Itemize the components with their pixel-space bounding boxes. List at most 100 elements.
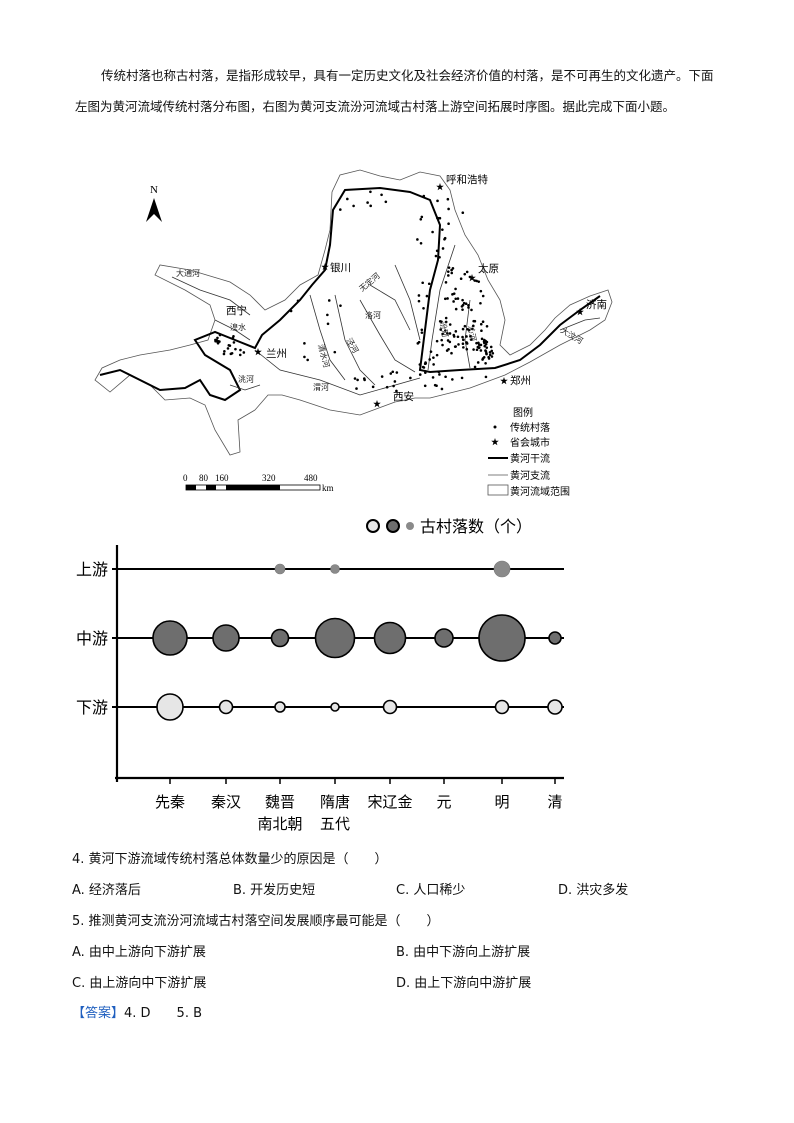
- village-dot: [479, 349, 483, 352]
- main-stream: [99, 186, 601, 402]
- q5-option-a[interactable]: A. 由中上游向下游扩展: [72, 945, 206, 960]
- bubble-下游-7: [547, 699, 563, 715]
- x-tick-label: 五代: [320, 815, 350, 833]
- village-dot: [460, 376, 464, 380]
- village-dot: [463, 324, 467, 328]
- village-dot: [356, 378, 359, 382]
- village-dot: [467, 303, 470, 307]
- village-dot: [457, 343, 460, 346]
- village-dot: [490, 355, 494, 358]
- village-dot: [446, 332, 449, 335]
- village-dot: [289, 309, 293, 313]
- q4-option-a[interactable]: A. 经济落后: [72, 883, 141, 898]
- river-label: 洛河: [365, 310, 381, 320]
- village-dot: [435, 353, 439, 357]
- village-dot: [346, 197, 349, 201]
- village-dot: [441, 332, 444, 336]
- village-dot: [444, 329, 447, 332]
- intro-text: 传统村落也称古村落，是指形成较早，具有一定历史文化及社会经济价值的村落，是不可再…: [75, 68, 714, 114]
- village-dot: [226, 347, 230, 350]
- village-dot: [434, 254, 438, 258]
- village-dot: [443, 236, 447, 240]
- village-dot: [444, 316, 448, 320]
- scale-tick: 80: [199, 473, 209, 483]
- village-dot: [446, 339, 450, 342]
- village-dot: [417, 294, 421, 297]
- village-dot: [423, 384, 427, 388]
- village-dot: [447, 266, 451, 269]
- village-dot: [218, 333, 222, 337]
- village-dot: [452, 300, 455, 303]
- village-dot: [462, 301, 466, 305]
- chart-legend: 古村落数（个）: [366, 517, 532, 536]
- basin-outline: [94, 169, 613, 456]
- q5-option-d[interactable]: D. 由上下游向中游扩展: [396, 976, 532, 991]
- village-dot: [476, 345, 480, 349]
- village-dot: [467, 306, 470, 309]
- q5-option-b[interactable]: B. 由中下游向上游扩展: [396, 945, 531, 960]
- q4-option-b[interactable]: B. 开发历史短: [233, 883, 316, 898]
- village-dot: [481, 320, 485, 324]
- x-tick-label: 先秦: [155, 793, 185, 811]
- village-dot: [232, 341, 236, 344]
- village-dot: [424, 361, 427, 364]
- village-dot: [465, 270, 469, 274]
- village-dot: [487, 357, 491, 360]
- village-dot: [441, 228, 444, 231]
- village-dot: [393, 380, 397, 383]
- village-dot: [409, 376, 412, 380]
- village-dot: [440, 320, 443, 323]
- star-icon: [468, 274, 476, 282]
- village-dot: [362, 377, 366, 380]
- village-dot: [451, 378, 454, 381]
- legend-item: 黄河支流: [510, 469, 550, 482]
- village-dot: [473, 365, 477, 369]
- map-legend: 图例 传统村落 省会城市 黄河干流 黄河支流 黄河流域范围: [487, 406, 570, 498]
- village-dot: [464, 302, 468, 306]
- village-dot: [437, 217, 440, 220]
- village-dot: [463, 272, 467, 276]
- star-icon: [321, 263, 329, 271]
- village-dot: [431, 230, 434, 234]
- village-dot: [471, 324, 475, 328]
- village-dot: [440, 338, 443, 342]
- bubble-中游-1: [212, 624, 240, 652]
- village-dot: [303, 355, 306, 359]
- village-dot: [461, 303, 465, 307]
- village-dot: [338, 208, 342, 211]
- village-dot: [476, 361, 480, 364]
- village-dot: [435, 249, 439, 253]
- bubble-中游-3: [314, 617, 356, 659]
- village-dot: [333, 350, 337, 354]
- village-dot: [231, 336, 235, 340]
- river-label: 大通河: [176, 268, 200, 278]
- village-dot: [441, 343, 444, 347]
- city-labels: 呼和浩特 银川 太原 西宁 兰州 济南 郑州 西安: [226, 174, 607, 403]
- bubble-上游-3: [330, 564, 340, 574]
- village-dot: [391, 370, 395, 374]
- village-dot: [484, 375, 488, 379]
- q5-option-c[interactable]: C. 由上游向中下游扩展: [72, 976, 207, 991]
- village-dot: [472, 319, 475, 323]
- village-dot: [489, 345, 493, 349]
- village-dot: [475, 348, 479, 352]
- q4-option-d[interactable]: D. 洪灾多发: [558, 883, 629, 898]
- village-dot: [471, 327, 474, 331]
- village-dot: [485, 340, 489, 344]
- city-label: 西安: [393, 390, 414, 403]
- bubble-中游-6: [478, 614, 526, 662]
- village-dot: [491, 351, 495, 355]
- village-dot: [461, 298, 464, 302]
- city-label: 西宁: [226, 304, 247, 317]
- village-dot: [485, 346, 489, 349]
- village-dot: [296, 299, 300, 303]
- village-dot: [479, 343, 483, 347]
- village-dot: [446, 270, 450, 273]
- scale-bar: 0 80 160 320 480 km: [183, 473, 334, 493]
- x-tick-label: 南北朝: [257, 815, 302, 833]
- star-icon: [254, 348, 262, 356]
- x-tick-label: 宋辽金: [367, 793, 412, 811]
- river-label: 沁河: [466, 325, 479, 342]
- q4-option-c[interactable]: C. 人口稀少: [396, 883, 466, 898]
